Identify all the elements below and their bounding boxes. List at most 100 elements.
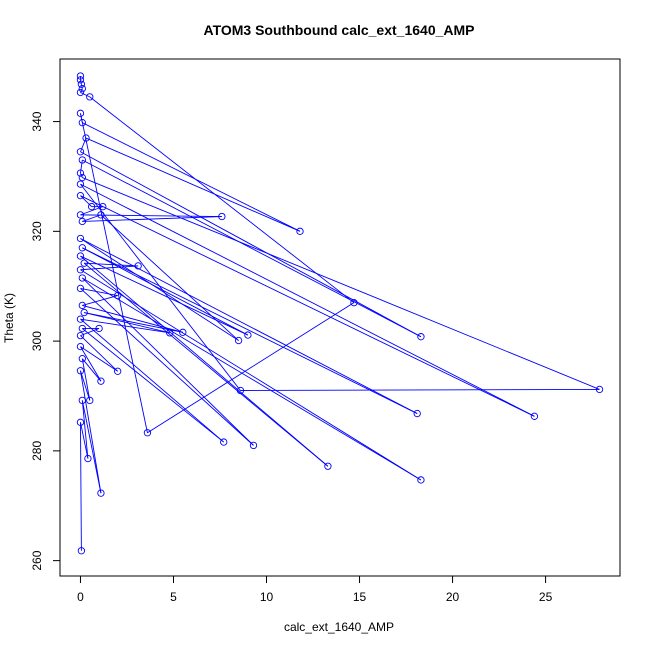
data-point bbox=[86, 93, 94, 101]
series-segment bbox=[84, 262, 139, 267]
series-segment bbox=[81, 400, 102, 494]
series-segment bbox=[81, 358, 102, 382]
series-segment bbox=[80, 79, 82, 85]
data-point bbox=[84, 454, 92, 463]
data-point bbox=[95, 324, 103, 333]
x-tick-label: 20 bbox=[446, 590, 460, 604]
series-segment bbox=[80, 206, 103, 216]
data-point bbox=[324, 462, 332, 470]
data-point bbox=[179, 328, 187, 336]
series-segment bbox=[80, 172, 83, 178]
series-segment bbox=[81, 358, 91, 401]
data-point bbox=[78, 355, 86, 363]
data-point bbox=[417, 333, 425, 341]
series-segment bbox=[80, 318, 225, 443]
data-point bbox=[78, 324, 86, 333]
series-segment bbox=[82, 247, 418, 414]
series-segment bbox=[82, 277, 422, 481]
data-point bbox=[78, 301, 86, 310]
data-point bbox=[78, 396, 86, 405]
series-segment bbox=[240, 388, 600, 391]
data-point bbox=[76, 284, 85, 293]
x-tick-label: 5 bbox=[170, 590, 177, 604]
series-segment bbox=[80, 238, 239, 341]
series-segment bbox=[82, 122, 301, 232]
series-segment bbox=[80, 255, 249, 336]
data-point bbox=[76, 367, 85, 375]
series-segment bbox=[80, 159, 83, 174]
x-axis-label: calc_ext_1640_AMP bbox=[284, 620, 394, 634]
data-point bbox=[114, 291, 122, 300]
y-tick-label: 260 bbox=[30, 550, 44, 570]
data-point bbox=[78, 156, 86, 164]
y-axis: 260 280 300 320 340 bbox=[30, 111, 61, 571]
data-point bbox=[76, 72, 85, 80]
series-segment bbox=[80, 113, 83, 123]
series-lines bbox=[80, 76, 600, 551]
series-segment bbox=[80, 287, 118, 296]
series-segment bbox=[84, 312, 183, 333]
data-point bbox=[99, 202, 107, 211]
data-point bbox=[97, 211, 105, 219]
data-point bbox=[77, 547, 86, 555]
series-segment bbox=[80, 195, 535, 417]
series-segment bbox=[80, 422, 89, 459]
series-segment bbox=[80, 92, 90, 98]
data-point bbox=[78, 119, 86, 127]
x-axis: 0 5 10 15 20 25 bbox=[77, 575, 553, 604]
series-segment bbox=[80, 151, 422, 338]
data-point bbox=[87, 202, 96, 211]
data-point bbox=[76, 315, 85, 323]
data-point bbox=[78, 274, 86, 282]
data-point bbox=[76, 418, 85, 426]
data-point bbox=[80, 259, 88, 267]
data-point bbox=[78, 244, 86, 252]
chart-title: ATOM3 Southbound calc_ext_1640_AMP bbox=[204, 22, 475, 38]
data-point bbox=[76, 169, 85, 177]
series-segment bbox=[80, 422, 82, 551]
data-point bbox=[220, 438, 228, 446]
data-point bbox=[76, 76, 85, 84]
data-point bbox=[218, 212, 226, 221]
series-segment bbox=[80, 346, 102, 382]
data-point bbox=[143, 429, 152, 437]
data-point bbox=[76, 342, 85, 351]
data-point bbox=[76, 234, 85, 243]
data-point bbox=[82, 134, 90, 142]
data-point bbox=[76, 211, 85, 219]
data-point bbox=[114, 367, 122, 375]
series-segment bbox=[80, 288, 254, 446]
data-point bbox=[417, 476, 425, 484]
data-point bbox=[530, 412, 539, 420]
series-segment bbox=[82, 295, 118, 306]
data-point bbox=[97, 489, 105, 497]
data-point bbox=[413, 409, 421, 418]
y-tick-label: 340 bbox=[30, 111, 44, 131]
data-point bbox=[76, 109, 85, 117]
data-point bbox=[78, 84, 86, 93]
series-points bbox=[76, 72, 604, 555]
data-point bbox=[595, 385, 604, 394]
data-point bbox=[76, 331, 85, 340]
series-segment bbox=[147, 302, 355, 434]
series-segment bbox=[80, 84, 83, 89]
x-tick-label: 10 bbox=[260, 590, 274, 604]
x-tick-label: 15 bbox=[353, 590, 367, 604]
data-point bbox=[76, 266, 85, 274]
data-point bbox=[78, 217, 86, 226]
y-tick-label: 320 bbox=[30, 221, 44, 241]
plot-frame bbox=[59, 58, 621, 577]
series-segment bbox=[80, 370, 91, 401]
data-point bbox=[234, 336, 243, 345]
series-segment bbox=[84, 312, 170, 334]
series-segment bbox=[80, 238, 418, 414]
y-axis-label: Theta (K) bbox=[2, 293, 16, 343]
series-segment bbox=[81, 400, 89, 459]
data-point bbox=[296, 227, 304, 235]
series-segment bbox=[80, 137, 87, 152]
x-tick-label: 0 bbox=[77, 590, 84, 604]
data-point bbox=[166, 329, 174, 337]
x-tick-label: 25 bbox=[539, 590, 553, 604]
series-segment bbox=[80, 318, 170, 334]
